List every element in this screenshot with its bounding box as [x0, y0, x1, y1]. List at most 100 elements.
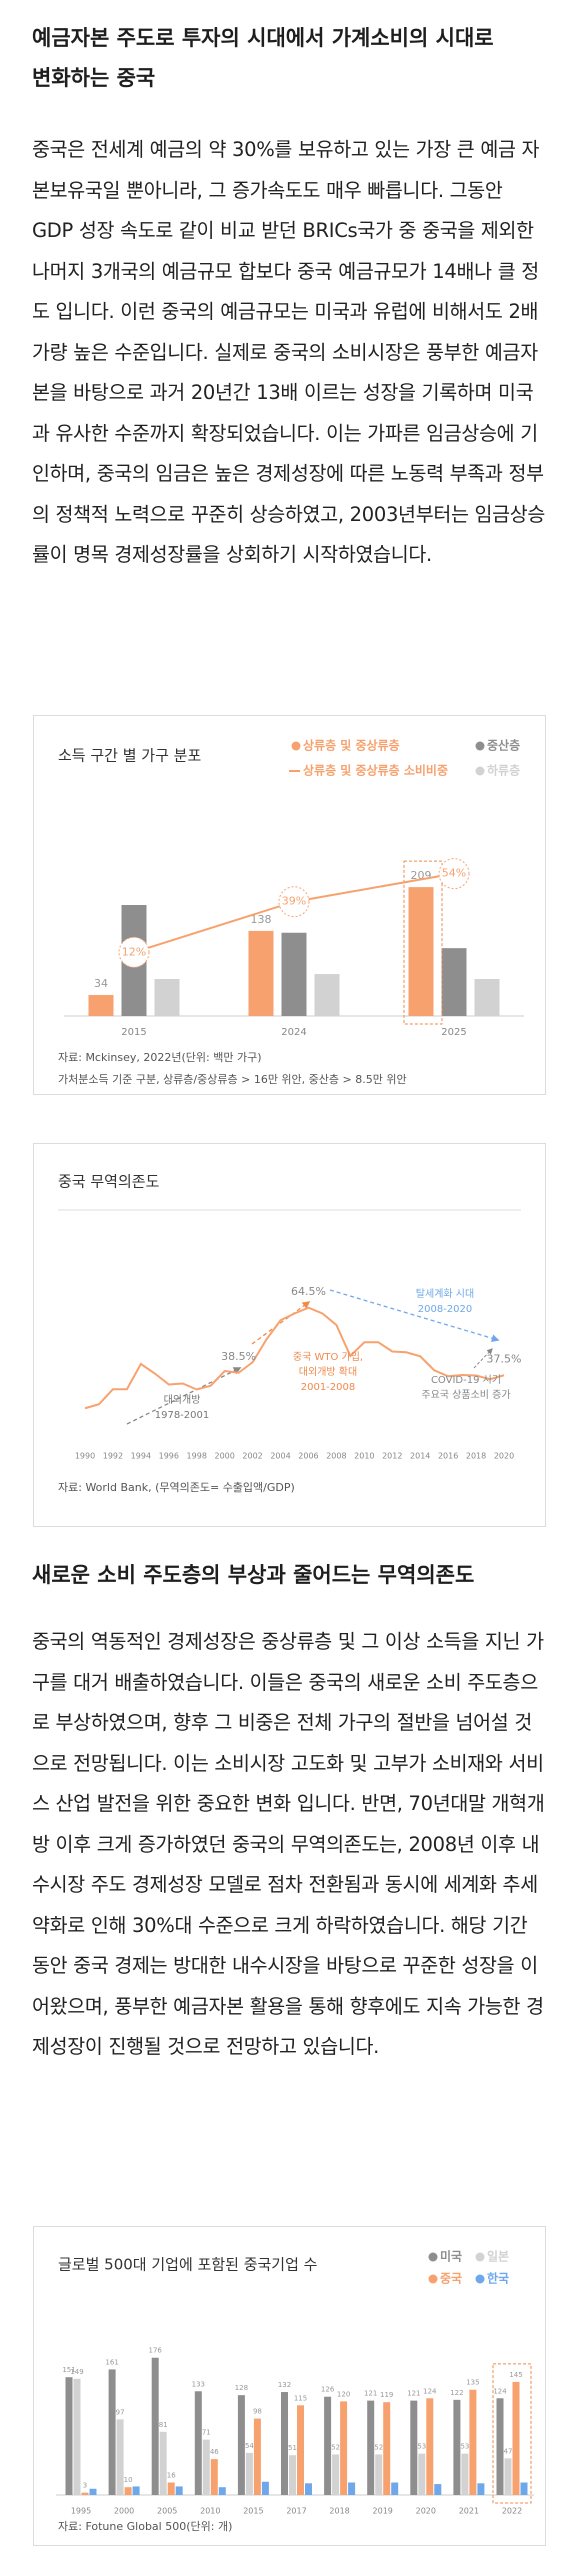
x-tick-label: 1992	[103, 1452, 123, 1461]
point-badge	[438, 858, 470, 890]
bar	[305, 2483, 312, 2495]
bar	[175, 2486, 183, 2495]
x-tick-label: 2005	[157, 2507, 177, 2516]
point-badge	[118, 936, 150, 968]
bar	[132, 2486, 140, 2495]
highlight-box	[492, 2363, 532, 2504]
bar	[512, 2381, 520, 2495]
x-tick-label: 2022	[502, 2507, 522, 2516]
legend-marker	[428, 2252, 438, 2262]
x-tick-label: 2017	[286, 2507, 306, 2516]
data-label: 54%	[442, 867, 466, 880]
chart-title: 중국 무역의존도	[58, 1173, 160, 1191]
bar	[314, 974, 340, 1016]
bar	[426, 2398, 434, 2495]
bar	[154, 979, 180, 1016]
data-label: 151	[62, 2366, 75, 2374]
heading: 예금자본 주도로 투자의 시대에서 가계소비의 시대로 변화하는 중국	[32, 26, 494, 90]
annotation: 대외개방	[164, 1394, 201, 1406]
heading: 새로운 소비 주도층의 부상과 줄어드는 무역의존도	[32, 1563, 475, 1587]
x-tick-label: 2008	[326, 1452, 346, 1461]
x-tick-label: 1994	[131, 1452, 151, 1461]
annotation: 중국 WTO 가입,	[293, 1350, 363, 1363]
data-label: 97	[116, 2408, 125, 2416]
annotation: 주요국 상품소비 증가	[421, 1389, 510, 1401]
chart-box: 소득 구간 별 가구 분포 상류층 및 중상류층 중산층 하류층 상류층 및 중상류층 …	[33, 715, 546, 1095]
paragraph: 중국은 전세계 예금의 약 30%를 보유하고 있는 가장 큰 예금 자본보유국…	[32, 138, 546, 566]
source-note: 자료: World Bank, (무역의존도= 수출입액/GDP)	[58, 1481, 295, 1494]
x-tick-label: 1998	[187, 1452, 207, 1461]
arrow	[126, 1367, 242, 1425]
legend-label: 상류층 및 중상류층	[303, 738, 400, 753]
bar	[281, 932, 307, 1016]
source-note: 자료: Mckinsey, 2022년(단위: 백만 가구)	[58, 1051, 262, 1064]
legend-marker	[475, 766, 485, 776]
annotation: 2008-2020	[418, 1304, 473, 1315]
chart: 중국 무역의존도 1990 1992 1994 1996 1998 2000 2002 2004…	[58, 1173, 521, 1494]
x-tick-label: 2019	[373, 2507, 393, 2516]
x-tick-label: 2018	[466, 1452, 486, 1461]
bar	[151, 2357, 159, 2495]
source-note: 자료: Fotune Global 500(단위: 개)	[58, 2520, 232, 2533]
x-tick-label: 2002	[242, 1452, 262, 1461]
bar	[124, 2487, 132, 2495]
bar	[410, 2400, 418, 2495]
bar	[520, 2482, 528, 2495]
bar	[116, 2419, 124, 2495]
x-tick-label: 2014	[410, 1452, 430, 1461]
data-label: 149	[70, 2368, 83, 2376]
source-note: 가처분소득 기준 구분, 상류층/중상류층 > 16만 위안, 중산층 > 8.…	[58, 1073, 407, 1086]
data-label: 115	[294, 2394, 307, 2402]
data-label: 145	[509, 2371, 522, 2379]
bar	[408, 887, 434, 1016]
annotation: COVID-19 시기	[431, 1374, 501, 1386]
bar	[281, 2392, 288, 2495]
legend-label: 상류층 및 중상류층 소비비중	[303, 763, 448, 778]
legend-label: 미국	[440, 2249, 462, 2264]
bar	[248, 930, 274, 1016]
data-label: 81	[159, 2421, 168, 2429]
data-label: 54	[245, 2442, 254, 2450]
x-tick-label: 2010	[200, 2507, 220, 2516]
x-tick-label: 2021	[459, 2507, 479, 2516]
x-tick-label: 2006	[298, 1452, 318, 1461]
annotation: 2001-2008	[301, 1382, 356, 1393]
point-badge	[278, 886, 310, 918]
data-label: 46	[210, 2448, 219, 2456]
data-label: 34	[94, 977, 108, 990]
legend-marker	[291, 741, 301, 751]
data-label: 71	[202, 2429, 211, 2437]
bar	[504, 2458, 512, 2495]
bar	[210, 2459, 218, 2495]
bar	[441, 948, 467, 1016]
legend-label: 하류층	[487, 763, 520, 778]
bar	[253, 2418, 261, 2495]
bar	[81, 2492, 89, 2495]
arrow	[251, 1301, 311, 1345]
bar	[477, 2483, 485, 2495]
data-label: 52	[374, 2443, 383, 2451]
legend-marker	[475, 2252, 485, 2262]
legend-marker	[475, 741, 485, 751]
bar	[383, 2402, 391, 2495]
annotation: 1978-2001	[155, 1410, 210, 1421]
bar	[289, 2455, 296, 2495]
data-label: 3	[83, 2482, 87, 2490]
chart-title: 글로벌 500대 기업에 포함된 중국기업 수	[58, 2256, 317, 2274]
data-label: 135	[466, 2379, 479, 2387]
bar	[237, 2395, 245, 2495]
data-label: 16	[167, 2472, 176, 2480]
bar	[65, 2377, 73, 2495]
bar	[496, 2398, 504, 2495]
bar	[391, 2482, 399, 2495]
data-label: 124	[423, 2387, 437, 2395]
data-label: 38.5%	[221, 1350, 256, 1363]
data-label: 132	[278, 2381, 291, 2389]
data-label: 98	[253, 2408, 262, 2416]
data-label: 51	[288, 2444, 297, 2452]
legend-label: 일본	[487, 2250, 509, 2264]
bar	[245, 2452, 253, 2495]
bar	[167, 2482, 175, 2495]
x-tick-label: 2024	[281, 1027, 306, 1038]
x-tick-label: 1990	[75, 1452, 95, 1461]
